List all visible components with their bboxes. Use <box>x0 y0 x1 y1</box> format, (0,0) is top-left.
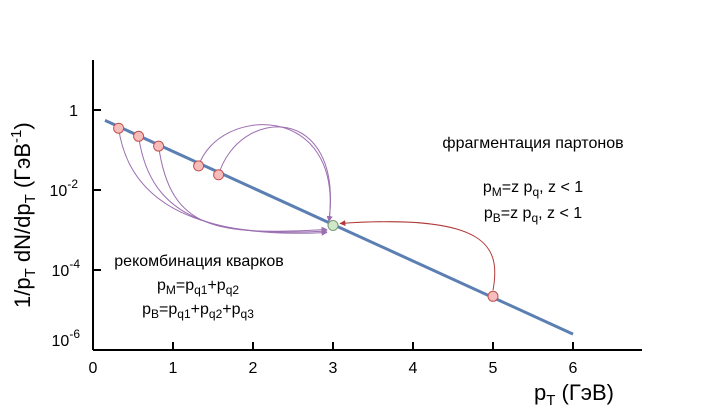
quark-point <box>153 140 165 152</box>
quark-point <box>113 122 125 134</box>
fragmentation-meson-formula: pM=z pq, z < 1 <box>483 179 583 199</box>
fragmentation-baryon-formula: pB=z pq, z < 1 <box>484 205 582 225</box>
recombination-meson-formula: pM=pq1+pq2 <box>157 277 239 297</box>
x-tick-label: 0 <box>89 360 98 377</box>
quark-point <box>213 169 225 181</box>
x-tick-label: 1 <box>169 360 178 377</box>
y-tick-label: 10-6 <box>52 327 81 350</box>
recombination-baryon-formula: pB=pq1+pq2+pq3 <box>142 301 254 321</box>
x-tick-label: 4 <box>409 360 418 377</box>
recombination-arrow <box>158 146 328 233</box>
fragmentation-title: фрагментация партонов <box>442 135 623 152</box>
x-axis-label: pT (ГэВ) <box>534 380 614 409</box>
points-group <box>113 122 499 302</box>
recombination-title: рекомбинация кварков <box>114 253 283 270</box>
recombination-arrow <box>198 124 333 223</box>
y-axis-label: 1/pT dN/dpT (ГэВ-1) <box>8 122 39 308</box>
fragmentation-arrow <box>339 220 496 291</box>
parton-point <box>487 290 499 302</box>
x-tick-label: 6 <box>569 360 578 377</box>
y-tick-label: 10-2 <box>50 177 79 200</box>
y-tick-label: 10-4 <box>52 257 81 280</box>
recombination-arrow <box>118 128 328 236</box>
x-tick-label: 3 <box>329 360 338 377</box>
recombination-arrow <box>218 126 333 223</box>
recombination-arrow <box>138 136 328 235</box>
x-tick-label: 5 <box>489 360 498 377</box>
x-tick-label: 2 <box>249 360 258 377</box>
y-tick-label: 1 <box>69 103 78 120</box>
arrows-group <box>118 124 496 291</box>
quark-point <box>193 160 205 172</box>
hadron-point <box>327 219 339 231</box>
quark-point <box>133 130 145 142</box>
